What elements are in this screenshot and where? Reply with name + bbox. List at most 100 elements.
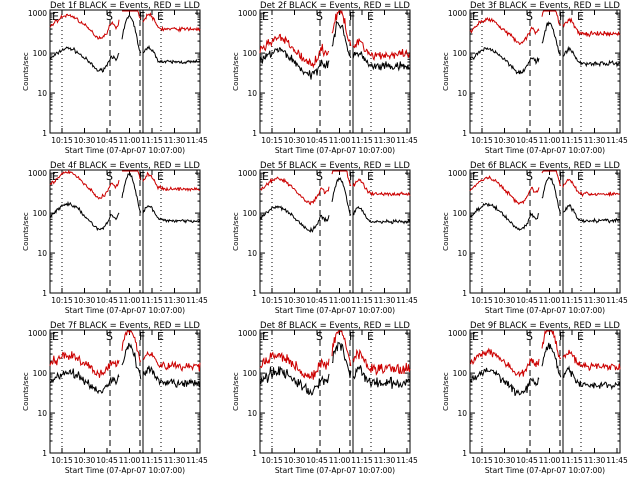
y-tick-label: 100 bbox=[33, 209, 48, 218]
segment-label: E bbox=[262, 330, 269, 343]
x-tick-label: 10:30 bbox=[494, 296, 516, 305]
x-axis-label: Start Time (07-Apr-07 10:07:00) bbox=[275, 146, 395, 155]
lld-series-line bbox=[49, 169, 201, 200]
y-tick-label: 1 bbox=[462, 289, 467, 298]
lld-series-line bbox=[49, 10, 201, 40]
x-tick-label: 10:45 bbox=[306, 456, 328, 465]
segment-label: F bbox=[349, 170, 355, 183]
segment-label: S bbox=[106, 170, 113, 183]
x-tick-label: 11:45 bbox=[606, 296, 628, 305]
x-tick-label: 11:00 bbox=[119, 136, 141, 145]
y-tick-label: 10 bbox=[457, 89, 467, 98]
segment-label: S bbox=[526, 170, 533, 183]
x-tick-label: 10:15 bbox=[261, 136, 283, 145]
segment-label: E bbox=[472, 10, 479, 23]
segment-label: F bbox=[559, 10, 565, 23]
panel-title: Det 7f BLACK = Events, RED = LLD bbox=[50, 321, 200, 331]
y-tick-label: 1000 bbox=[28, 9, 47, 18]
x-axis-label: Start Time (07-Apr-07 10:07:00) bbox=[65, 466, 185, 475]
x-tick-label: 10:45 bbox=[516, 136, 538, 145]
x-tick-label: 11:00 bbox=[539, 296, 561, 305]
panel-7: Det 7f BLACK = Events, RED = LLD 1 10 100 10… bbox=[22, 321, 208, 475]
segment-label: E bbox=[577, 330, 584, 343]
x-tick-label: 11:15 bbox=[561, 456, 583, 465]
x-axis-label: Start Time (07-Apr-07 10:07:00) bbox=[485, 146, 605, 155]
y-tick-label: 10 bbox=[457, 409, 467, 418]
x-tick-label: 10:45 bbox=[96, 456, 118, 465]
y-tick-label: 1 bbox=[252, 449, 257, 458]
x-tick-label: 11:15 bbox=[351, 296, 373, 305]
x-axis-label: Start Time (07-Apr-07 10:07:00) bbox=[275, 466, 395, 475]
y-tick-label: 1 bbox=[252, 289, 257, 298]
y-tick-label: 1000 bbox=[28, 169, 47, 178]
segment-label: E bbox=[367, 330, 374, 343]
segment-label: F bbox=[349, 330, 355, 343]
plot-frame bbox=[469, 9, 621, 134]
x-tick-label: 11:15 bbox=[141, 456, 163, 465]
lld-series-line bbox=[49, 330, 201, 378]
panel-title: Det 2f BLACK = Events, RED = LLD bbox=[260, 1, 410, 11]
x-tick-label: 11:15 bbox=[351, 136, 373, 145]
x-tick-label: 10:15 bbox=[471, 136, 493, 145]
panel-title: Det 4f BLACK = Events, RED = LLD bbox=[50, 161, 200, 171]
panel-6: Det 6f BLACK = Events, RED = LLD 1 10 100 10… bbox=[442, 161, 628, 315]
plot-frame bbox=[49, 9, 201, 134]
panel-title: Det 3f BLACK = Events, RED = LLD bbox=[470, 1, 620, 11]
x-axis-label: Start Time (07-Apr-07 10:07:00) bbox=[65, 146, 185, 155]
segment-label: E bbox=[367, 170, 374, 183]
y-tick-label: 1000 bbox=[448, 9, 467, 18]
x-tick-label: 11:15 bbox=[141, 136, 163, 145]
x-tick-label: 10:15 bbox=[51, 456, 73, 465]
panel-5: Det 5f BLACK = Events, RED = LLD 1 10 100 10… bbox=[232, 161, 418, 315]
x-tick-label: 10:30 bbox=[284, 136, 306, 145]
x-tick-label: 10:30 bbox=[74, 296, 96, 305]
events-series-line bbox=[49, 342, 201, 395]
events-series-line bbox=[49, 172, 201, 232]
panel-title: Det 5f BLACK = Events, RED = LLD bbox=[260, 161, 410, 171]
y-tick-label: 1000 bbox=[448, 329, 467, 338]
y-axis-label: Counts/sec bbox=[232, 372, 240, 411]
x-tick-label: 11:00 bbox=[329, 456, 351, 465]
y-tick-label: 1000 bbox=[28, 329, 47, 338]
segment-label: E bbox=[157, 170, 164, 183]
segment-label: S bbox=[526, 10, 533, 23]
y-tick-label: 100 bbox=[243, 369, 258, 378]
x-tick-label: 10:45 bbox=[96, 296, 118, 305]
y-tick-label: 10 bbox=[247, 409, 257, 418]
events-series-line bbox=[259, 177, 411, 233]
y-tick-label: 1 bbox=[42, 129, 47, 138]
x-tick-label: 10:15 bbox=[261, 296, 283, 305]
segment-label: F bbox=[139, 330, 145, 343]
segment-label: F bbox=[139, 10, 145, 23]
segment-label: E bbox=[577, 170, 584, 183]
x-tick-label: 10:45 bbox=[516, 296, 538, 305]
y-axis-label: Counts/sec bbox=[442, 52, 450, 91]
y-tick-label: 100 bbox=[453, 369, 468, 378]
x-tick-label: 11:45 bbox=[186, 456, 208, 465]
y-tick-label: 10 bbox=[37, 249, 47, 258]
panel-title: Det 8f BLACK = Events, RED = LLD bbox=[260, 321, 410, 331]
x-tick-label: 11:15 bbox=[141, 296, 163, 305]
lld-series-line bbox=[469, 170, 621, 205]
x-tick-label: 10:45 bbox=[306, 296, 328, 305]
y-axis-label: Counts/sec bbox=[442, 372, 450, 411]
panel-title: Det 6f BLACK = Events, RED = LLD bbox=[470, 161, 620, 171]
x-tick-label: 11:30 bbox=[584, 296, 606, 305]
segment-label: E bbox=[367, 10, 374, 23]
y-tick-label: 10 bbox=[37, 409, 47, 418]
y-tick-label: 100 bbox=[453, 209, 468, 218]
segment-label: E bbox=[472, 170, 479, 183]
x-tick-label: 11:00 bbox=[329, 136, 351, 145]
plot-frame bbox=[469, 169, 621, 294]
x-tick-label: 10:30 bbox=[284, 456, 306, 465]
plot-frame bbox=[259, 9, 411, 134]
y-tick-label: 1 bbox=[42, 289, 47, 298]
segment-label: S bbox=[316, 170, 323, 183]
y-axis-label: Counts/sec bbox=[22, 212, 30, 251]
y-axis-label: Counts/sec bbox=[232, 52, 240, 91]
x-tick-label: 11:45 bbox=[186, 296, 208, 305]
panel-1: Det 1f BLACK = Events, RED = LLD 1 10 100 10… bbox=[22, 1, 208, 155]
x-tick-label: 11:30 bbox=[374, 136, 396, 145]
panel-title: Det 9f BLACK = Events, RED = LLD bbox=[470, 321, 620, 331]
